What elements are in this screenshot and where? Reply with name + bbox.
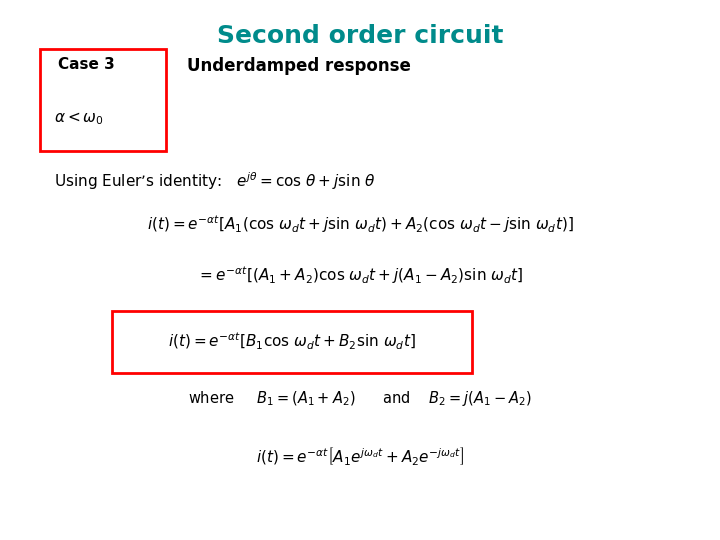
- FancyBboxPatch shape: [112, 310, 472, 373]
- Text: Case 3: Case 3: [58, 57, 114, 72]
- Text: $i(t) = e^{-\alpha t}\left[B_1\cos\,\omega_d t + B_2\sin\,\omega_d t\right]$: $i(t) = e^{-\alpha t}\left[B_1\cos\,\ome…: [168, 331, 415, 352]
- Text: Using Euler’s identity:   $e^{j\theta} = \cos\,\theta + j\sin\,\theta$: Using Euler’s identity: $e^{j\theta} = \…: [54, 170, 376, 192]
- FancyBboxPatch shape: [40, 49, 166, 151]
- Text: $= e^{-\alpha t}\left[(A_1 + A_2)\cos\,\omega_d t + j(A_1 - A_2)\sin\,\omega_d t: $= e^{-\alpha t}\left[(A_1 + A_2)\cos\,\…: [197, 265, 523, 286]
- Text: $i(t) = e^{-\alpha t}\left[A_1 e^{j\omega_d t} + A_2 e^{-j\omega_d t}\right]$: $i(t) = e^{-\alpha t}\left[A_1 e^{j\omeg…: [256, 446, 464, 467]
- Text: $i(t) = e^{-\alpha t}\left[A_1(\cos\,\omega_d t + j\sin\,\omega_d t) + A_2(\cos\: $i(t) = e^{-\alpha t}\left[A_1(\cos\,\om…: [147, 213, 573, 235]
- Text: $\alpha < \omega_0$: $\alpha < \omega_0$: [54, 110, 104, 127]
- Text: Underdamped response: Underdamped response: [187, 57, 411, 75]
- Text: Second order circuit: Second order circuit: [217, 24, 503, 48]
- Text: where     $B_1 = (A_1 + A_2)$      and    $B_2 = j(A_1 - A_2)$: where $B_1 = (A_1 + A_2)$ and $B_2 = j(A…: [188, 389, 532, 408]
